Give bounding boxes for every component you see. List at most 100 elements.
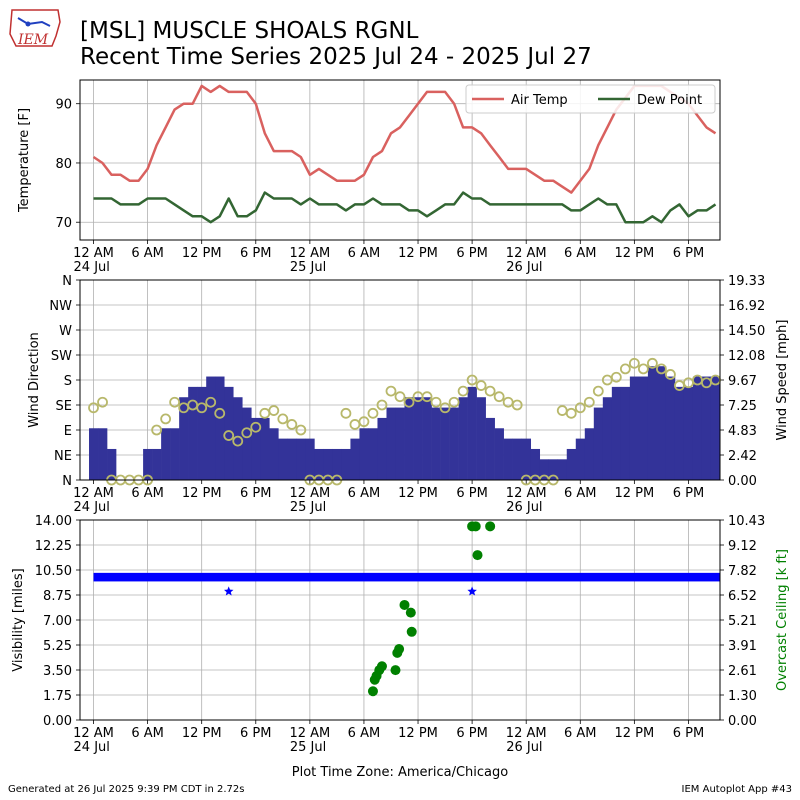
axes-frame — [79, 279, 721, 481]
wind-direction-point — [466, 374, 478, 386]
x-tick-label: 12 AM — [289, 246, 330, 261]
wind-speed-bar — [269, 428, 279, 480]
wind-direction-point — [196, 402, 208, 414]
wind-direction-point — [349, 419, 361, 430]
wind-direction-point — [88, 402, 99, 414]
y-tick-label-speed: 9.67 — [728, 374, 757, 389]
wind-direction-point — [259, 407, 271, 419]
wind-speed-bar — [647, 366, 658, 480]
wind-direction-point — [430, 396, 442, 408]
wind-direction-point — [565, 407, 577, 419]
wind-direction-point — [574, 402, 586, 414]
ceiling-point — [485, 521, 496, 532]
visibility-point — [467, 586, 477, 596]
x-axis-title: Plot Time Zone: America/Chicago — [292, 765, 508, 780]
wind-speed-bar — [593, 407, 604, 480]
x-tick-label: 12 AM — [506, 726, 547, 741]
wind-direction-point — [277, 413, 289, 425]
wind-direction-point — [223, 430, 235, 441]
wind-speed-bar — [107, 448, 117, 480]
visibility-point — [224, 586, 234, 596]
wind-speed-bar — [629, 376, 640, 480]
series-line-air-temp — [92, 84, 717, 194]
ceiling-point — [394, 644, 405, 655]
wind-direction-point — [97, 396, 108, 408]
x-tick-label: 6 AM — [131, 246, 164, 261]
wind-direction-point — [628, 357, 640, 369]
wind-speed-bar — [512, 438, 522, 480]
wind-direction-point — [367, 407, 379, 419]
ceiling-point — [470, 521, 481, 532]
y-tick-label-direction: N — [62, 274, 72, 289]
wind-speed-bar — [503, 438, 513, 480]
wind-direction-point — [592, 385, 604, 397]
x-tick-label: 12 AM — [73, 726, 114, 741]
x-tick-label: 12 PM — [398, 246, 438, 261]
wind-speed-bar — [611, 386, 622, 480]
wind-speed-bar — [242, 407, 252, 480]
legend-label: Dew Point — [637, 93, 702, 108]
wind-speed-bar — [332, 448, 342, 480]
wind-speed-bar — [548, 459, 559, 480]
y-tick-label-speed: 14.50 — [728, 324, 765, 339]
wind-speed-bar — [251, 417, 261, 480]
y-tick-label-ceiling: 1.30 — [728, 689, 757, 704]
wind-speed-bar — [350, 438, 360, 480]
wind-direction-point — [394, 391, 406, 403]
wind-speed-bar — [215, 376, 225, 480]
wind-direction-point — [475, 380, 487, 391]
x-tick-label: 6 PM — [240, 726, 271, 741]
ceiling-point — [376, 661, 387, 672]
x-tick-label: 6 AM — [564, 726, 597, 741]
wind-speed-bar — [143, 448, 153, 480]
y-tick-label-visibility: 3.50 — [43, 664, 72, 679]
wind-direction-point — [232, 435, 244, 447]
wind-direction-point — [619, 363, 631, 375]
ceiling-point — [406, 626, 417, 637]
wind-speed-bar — [152, 448, 162, 480]
x-tick-label: 12 PM — [614, 726, 654, 741]
ceiling-point — [390, 665, 401, 676]
x-tick-date-label: 25 Jul — [290, 740, 326, 755]
ceiling-point — [405, 607, 416, 618]
x-tick-label: 12 AM — [506, 246, 547, 261]
x-tick-date-label: 24 Jul — [74, 500, 110, 515]
y-tick-label-ceiling: 10.43 — [728, 514, 765, 529]
wind-direction-point — [656, 363, 667, 375]
y-tick-label-direction: NE — [54, 449, 72, 464]
legend-label: Air Temp — [511, 93, 568, 108]
x-tick-label: 6 PM — [673, 246, 704, 261]
iem-logo: IEM — [9, 9, 61, 48]
wind-speed-bar — [314, 448, 324, 480]
x-tick-label: 12 AM — [289, 486, 330, 501]
y-tick-label-speed: 0.00 — [728, 474, 757, 489]
y-tick-label-visibility: 12.25 — [35, 539, 72, 554]
wind-direction-point — [665, 369, 676, 380]
y-tick-label-speed: 16.92 — [728, 299, 765, 314]
x-tick-date-label: 26 Jul — [506, 740, 542, 755]
x-tick-label: 6 AM — [348, 246, 381, 261]
wind-direction-point — [556, 405, 568, 416]
wind-speed-bar — [575, 438, 586, 480]
x-tick-label: 6 AM — [348, 486, 381, 501]
wind-speed-bar — [566, 448, 577, 480]
wind-direction-point — [151, 424, 163, 436]
y-tick-label-ceiling: 7.82 — [728, 564, 757, 579]
wind-speed-bar — [620, 386, 631, 480]
y-tick-label-visibility: 10.50 — [35, 564, 72, 579]
wind-speed-bar — [458, 397, 468, 480]
wind-speed-bar — [368, 428, 378, 480]
ceiling-point — [399, 599, 410, 610]
y-tick-label-speed: 12.08 — [728, 349, 765, 364]
x-tick-label: 12 PM — [398, 726, 438, 741]
wind-speed-bar — [161, 428, 171, 480]
wind-direction-point — [214, 407, 226, 419]
wind-speed-bar — [404, 397, 414, 480]
wind-speed-bar — [170, 428, 180, 480]
wind-speed-bar — [197, 386, 207, 480]
y-tick-label-ceiling: 6.52 — [728, 589, 757, 604]
x-tick-label: 6 PM — [673, 486, 704, 501]
wind-direction-point — [421, 391, 433, 403]
